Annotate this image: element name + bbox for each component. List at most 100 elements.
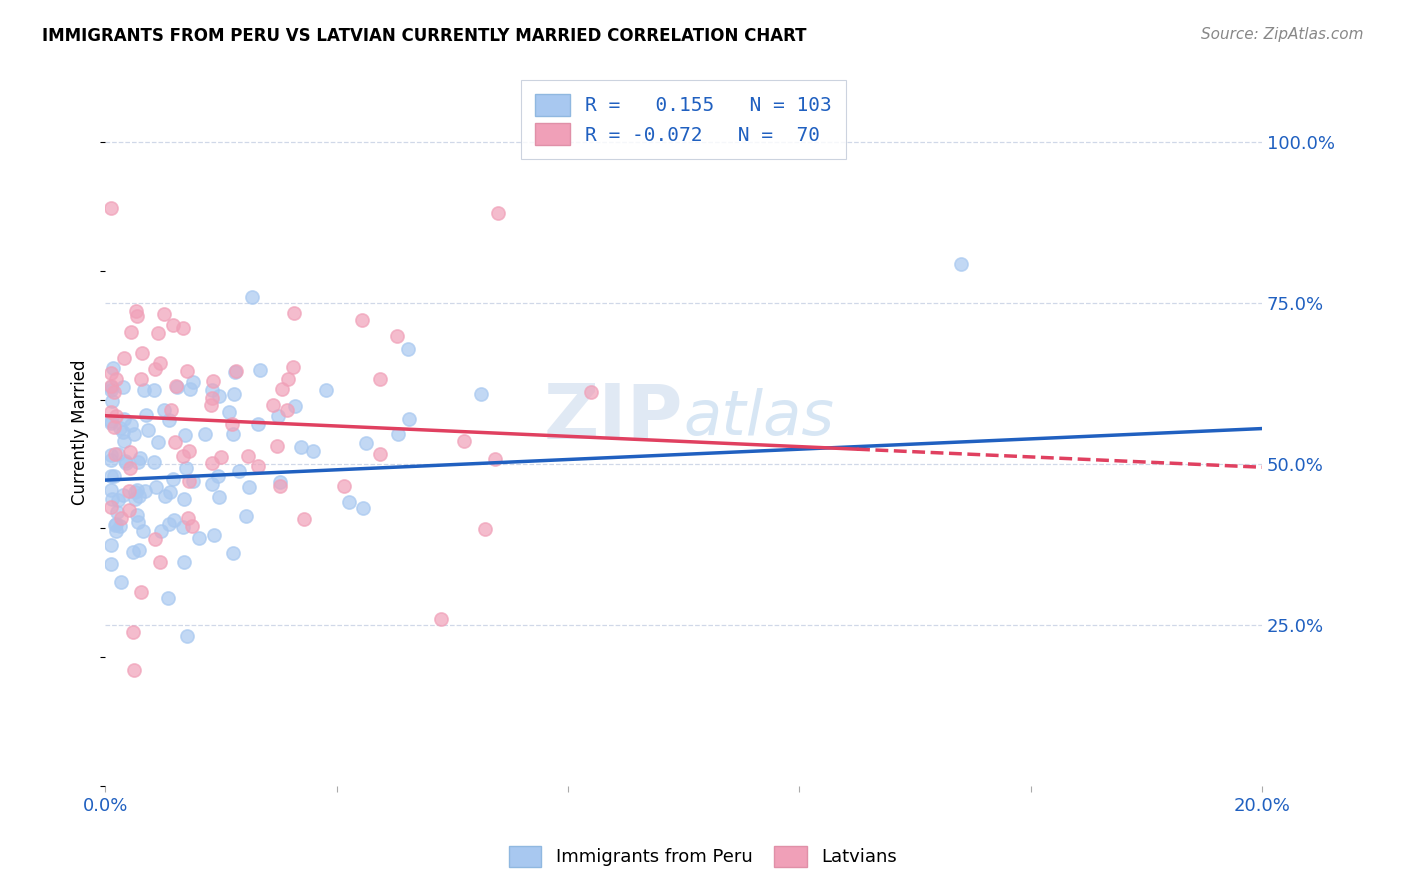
Point (110, 510, 132, 524)
Point (398, 411, 420, 425)
Point (100, 405, 122, 419)
Point (127, 455, 149, 469)
Point (283, 400, 305, 414)
Point (162, 318, 184, 333)
Point (107, 446, 129, 460)
Point (146, 326, 169, 340)
Point (122, 625, 145, 640)
Point (118, 502, 141, 516)
Point (202, 528, 225, 542)
Point (118, 484, 141, 499)
Point (120, 418, 142, 433)
Point (157, 517, 180, 532)
Point (277, 372, 299, 386)
Point (149, 555, 172, 569)
Point (122, 427, 145, 442)
Point (290, 441, 312, 455)
Point (188, 532, 211, 546)
Point (224, 365, 246, 379)
Point (114, 434, 136, 449)
Point (267, 409, 290, 423)
Point (208, 389, 231, 403)
Point (201, 383, 224, 397)
Point (125, 483, 148, 497)
Point (470, 387, 492, 401)
Point (222, 426, 245, 441)
Point (103, 420, 125, 434)
Point (181, 519, 204, 533)
Point (105, 505, 128, 519)
Point (315, 384, 337, 398)
Point (112, 412, 135, 426)
Point (228, 464, 250, 478)
Point (100, 201, 122, 215)
Point (385, 329, 408, 343)
Point (179, 474, 201, 488)
Point (124, 304, 146, 318)
Point (396, 343, 419, 357)
Point (174, 428, 197, 442)
Point (132, 524, 155, 538)
Point (131, 346, 153, 360)
Point (108, 421, 131, 435)
Point (100, 379, 122, 393)
Point (581, 384, 603, 399)
Y-axis label: Currently Married: Currently Married (72, 359, 89, 505)
Point (112, 351, 135, 365)
Point (100, 483, 122, 497)
Point (177, 510, 200, 524)
Point (135, 408, 157, 422)
Point (194, 427, 217, 442)
Point (136, 424, 159, 438)
Point (122, 663, 145, 677)
Point (100, 469, 122, 483)
Point (162, 472, 184, 486)
Point (177, 444, 200, 458)
Point (262, 398, 284, 412)
Point (100, 557, 122, 571)
Point (115, 457, 138, 471)
Point (104, 409, 127, 423)
Point (173, 491, 195, 506)
Point (153, 490, 176, 504)
Point (100, 416, 122, 430)
Point (179, 382, 201, 396)
Point (121, 544, 143, 558)
Point (103, 360, 125, 375)
Point (103, 468, 125, 483)
Point (238, 479, 260, 493)
Point (266, 440, 288, 454)
Point (104, 372, 127, 386)
Point (131, 372, 153, 386)
Point (111, 488, 134, 502)
Point (100, 538, 122, 552)
Point (370, 447, 392, 461)
Point (249, 363, 271, 377)
Point (352, 500, 374, 515)
Point (222, 545, 245, 559)
Text: atlas: atlas (683, 388, 835, 448)
Point (356, 435, 378, 450)
Point (201, 477, 224, 491)
Point (950, 257, 973, 271)
Point (110, 574, 132, 589)
Legend: R =   0.155   N = 103, R = -0.072   N =  70: R = 0.155 N = 103, R = -0.072 N = 70 (522, 80, 846, 159)
Point (127, 516, 149, 530)
Point (240, 290, 263, 304)
Point (332, 479, 354, 493)
Point (111, 425, 134, 439)
Point (474, 523, 496, 537)
Point (429, 612, 451, 626)
Point (118, 461, 141, 475)
Point (101, 491, 124, 506)
Point (269, 479, 291, 493)
Point (100, 448, 122, 462)
Point (247, 459, 270, 474)
Point (128, 543, 150, 558)
Text: Source: ZipAtlas.com: Source: ZipAtlas.com (1201, 27, 1364, 42)
Point (100, 500, 122, 514)
Point (222, 387, 245, 401)
Point (201, 456, 224, 470)
Point (166, 380, 188, 394)
Point (201, 391, 224, 405)
